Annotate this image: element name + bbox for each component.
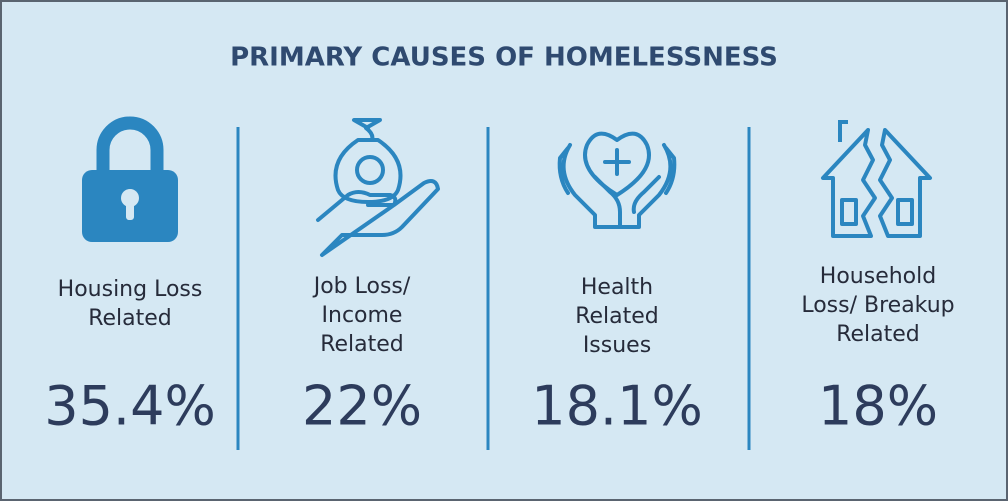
item-label: Related — [575, 304, 659, 329]
item-label: Related — [320, 332, 404, 357]
item-label: Health — [581, 275, 653, 300]
item-label: Household — [820, 264, 936, 289]
item-label: Job Loss/ — [312, 274, 411, 299]
item-label: Loss/ Breakup — [801, 293, 954, 318]
money-icon — [316, 118, 440, 257]
item-label: Income — [322, 303, 403, 328]
item-value: 18.1% — [531, 375, 703, 438]
house-icon — [821, 120, 932, 238]
item-label: Related — [88, 306, 172, 331]
item-label: Issues — [583, 333, 651, 358]
item-value: 22% — [302, 375, 422, 438]
item-value: 35.4% — [44, 375, 216, 438]
health-icon — [557, 131, 677, 229]
item-label: Related — [836, 322, 920, 347]
title: PRIMARY CAUSES OF HOMELESSNESS — [230, 43, 778, 73]
lock-icon — [82, 116, 178, 242]
item-label: Housing Loss — [58, 277, 203, 302]
item-value: 18% — [818, 375, 938, 438]
dividers — [236, 127, 751, 450]
